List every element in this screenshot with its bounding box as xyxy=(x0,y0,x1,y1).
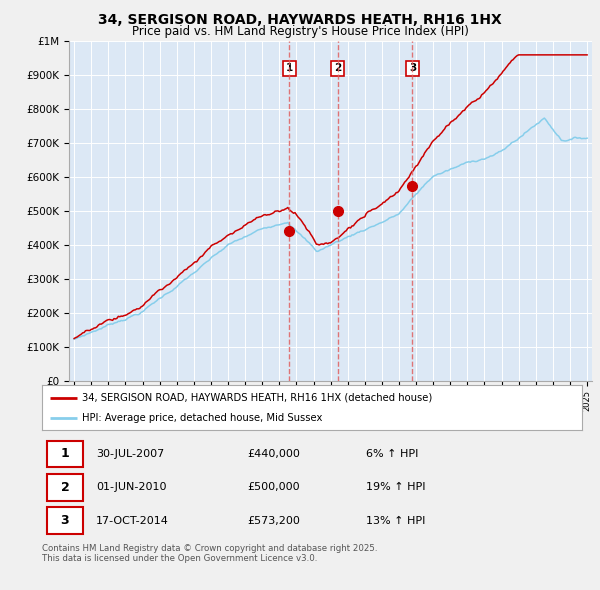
Text: 17-OCT-2014: 17-OCT-2014 xyxy=(96,516,169,526)
Text: HPI: Average price, detached house, Mid Sussex: HPI: Average price, detached house, Mid … xyxy=(83,412,323,422)
Text: £440,000: £440,000 xyxy=(247,449,300,459)
Text: 2: 2 xyxy=(334,64,341,73)
Text: 34, SERGISON ROAD, HAYWARDS HEATH, RH16 1HX: 34, SERGISON ROAD, HAYWARDS HEATH, RH16 … xyxy=(98,13,502,27)
Text: 30-JUL-2007: 30-JUL-2007 xyxy=(96,449,164,459)
Text: 1: 1 xyxy=(286,64,293,73)
Text: £573,200: £573,200 xyxy=(247,516,300,526)
Text: 3: 3 xyxy=(61,514,69,527)
FancyBboxPatch shape xyxy=(47,507,83,534)
Text: 13% ↑ HPI: 13% ↑ HPI xyxy=(366,516,425,526)
Text: 19% ↑ HPI: 19% ↑ HPI xyxy=(366,482,425,492)
Text: 3: 3 xyxy=(409,64,416,73)
Text: Contains HM Land Registry data © Crown copyright and database right 2025.
This d: Contains HM Land Registry data © Crown c… xyxy=(42,544,377,563)
Text: 2: 2 xyxy=(61,481,70,494)
FancyBboxPatch shape xyxy=(47,441,83,467)
Text: 34, SERGISON ROAD, HAYWARDS HEATH, RH16 1HX (detached house): 34, SERGISON ROAD, HAYWARDS HEATH, RH16 … xyxy=(83,393,433,402)
Text: Price paid vs. HM Land Registry's House Price Index (HPI): Price paid vs. HM Land Registry's House … xyxy=(131,25,469,38)
Text: 01-JUN-2010: 01-JUN-2010 xyxy=(96,482,167,492)
FancyBboxPatch shape xyxy=(47,474,83,501)
Text: £500,000: £500,000 xyxy=(247,482,300,492)
Text: 6% ↑ HPI: 6% ↑ HPI xyxy=(366,449,418,459)
Text: 1: 1 xyxy=(61,447,70,460)
